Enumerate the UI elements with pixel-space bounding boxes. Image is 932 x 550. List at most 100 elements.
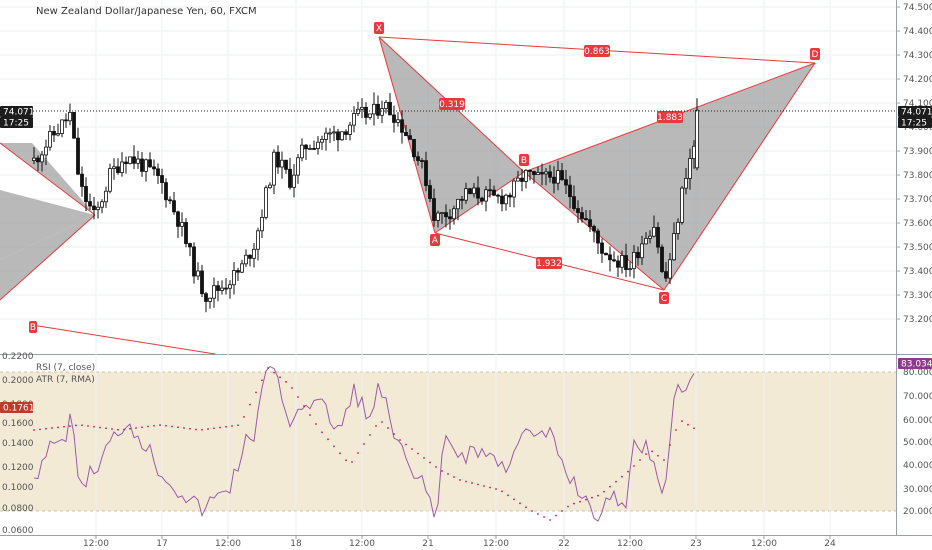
candle-body (284, 159, 288, 170)
candle-body (576, 208, 580, 213)
atr-dot (225, 425, 227, 428)
candle-body (164, 182, 168, 201)
point-x-label-bg (374, 22, 384, 34)
atr-dot (207, 428, 209, 430)
atr-dot (669, 444, 671, 446)
current-price-badge-left-text: 74.071 (3, 108, 35, 118)
candle-body (344, 131, 348, 135)
candle-body (452, 208, 456, 220)
candle-body (612, 259, 616, 262)
candle-body (148, 159, 152, 168)
candle-body (32, 157, 36, 161)
atr-dot (573, 502, 575, 505)
candle-body (132, 156, 136, 164)
atr-dot (339, 452, 341, 455)
candle-body (672, 233, 676, 261)
rsi-value-badge: 83.0349 (898, 358, 932, 370)
candle-body (176, 211, 180, 227)
time-tick-label: 24 (824, 539, 836, 549)
atr-tick-label: 0.1200 (2, 463, 34, 473)
atr-dot (51, 427, 53, 429)
price-tick-label: 73.400 (903, 267, 932, 277)
candle-body (484, 189, 488, 202)
atr-dot (363, 443, 365, 445)
pattern-left-leg-3 (31, 324, 216, 355)
atr-tick-label: 0.2200 (2, 352, 34, 362)
candle-body (280, 159, 284, 168)
atr-dot (123, 428, 125, 431)
candle-body (104, 190, 108, 203)
atr-dot (495, 488, 497, 490)
atr-dot (483, 485, 485, 487)
candle-body (88, 201, 92, 207)
candle-body (52, 130, 56, 136)
candle-body (644, 238, 648, 245)
atr-dot (171, 425, 173, 428)
pattern-cd-leg (663, 62, 816, 291)
candle-body (416, 156, 420, 161)
candle-body (180, 222, 184, 227)
atr-dot (279, 376, 281, 379)
atr-dot (639, 459, 641, 461)
candle-body (652, 227, 656, 237)
countdown-badge-right-text: 17:25 (901, 119, 927, 129)
atr-dot (567, 505, 569, 508)
rsi-value-badge-bg (898, 358, 932, 369)
candle-body (464, 188, 468, 201)
atr-legend[interactable]: ATR (7, RMA) (36, 375, 95, 385)
candle-body (600, 242, 604, 254)
candle-body (200, 270, 204, 295)
atr-dot (39, 428, 41, 431)
candle-body (36, 157, 40, 163)
atr-dot (489, 486, 491, 489)
candle-body (292, 174, 296, 188)
current-price-badge-left: 74.071 (0, 106, 35, 118)
candle-body (688, 158, 692, 179)
atr-dot (399, 439, 401, 441)
atr-dot (549, 519, 551, 521)
atr-dot (555, 514, 557, 517)
pattern-left-leg-2 (0, 214, 96, 301)
candle-body (48, 130, 52, 148)
candle-body (328, 132, 332, 135)
candle-body (676, 221, 680, 234)
candle-body (56, 133, 60, 136)
candle-body (316, 141, 320, 149)
atr-dot (405, 443, 407, 446)
price-tick-label: 74.100 (903, 99, 932, 109)
time-tick-label: 22 (558, 539, 569, 549)
candle-body (548, 171, 552, 178)
point-b-label-bg (519, 154, 529, 166)
candle-body (136, 158, 140, 164)
candle-body (236, 270, 240, 273)
atr-dot (351, 461, 353, 463)
atr-dot (687, 423, 689, 426)
atr-dot (99, 426, 101, 429)
current-price-badge-right-text: 74.071 (901, 108, 932, 118)
countdown-badge-left-bg (0, 117, 33, 128)
price-tick-label: 73.200 (903, 315, 932, 325)
candle-body (408, 135, 412, 140)
ratio-bd-label-text: 1.883 (657, 113, 683, 123)
rsi-legend[interactable]: RSI (7, close) (36, 363, 95, 373)
atr-dot (471, 482, 473, 484)
atr-dot (681, 420, 683, 423)
candle-body (188, 243, 192, 248)
candle-body (604, 252, 608, 256)
atr-tick-label: 0.2000 (2, 376, 34, 386)
ratio-bd-label: 1.883 (657, 111, 683, 123)
candle-body (272, 151, 276, 186)
time-tick-label: 18 (290, 539, 302, 549)
candle-body (44, 146, 48, 156)
candle-body (376, 103, 380, 116)
candle-body (308, 148, 312, 150)
candle-body (196, 270, 200, 277)
atr-dot (93, 425, 95, 428)
axes[interactable]: 74.50074.40074.30074.20074.10074.00073.9… (0, 3, 932, 549)
candlestick-series (32, 92, 699, 313)
candle-body (624, 255, 628, 270)
pattern-left-leg-1 (0, 142, 96, 216)
candle-body (300, 144, 304, 159)
atr-dot (183, 427, 185, 429)
